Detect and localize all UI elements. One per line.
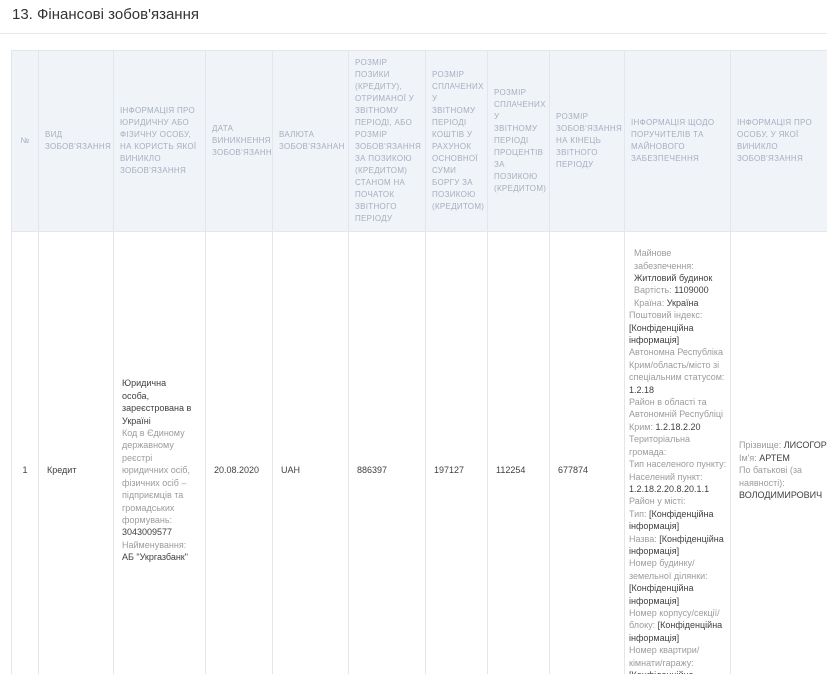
column-header-date: ДАТА ВИНИКНЕННЯ ЗОБОВ'ЯЗАННЯ	[205, 50, 273, 232]
field: Ім'я: АРТЕМ	[739, 452, 827, 464]
column-header-collateral: ІНФОРМАЦІЯ ЩОДО ПОРУЧИТЕЛІВ ТА МАЙНОВОГО…	[624, 50, 731, 232]
field: Населений пункт: 1.2.18.2.20.8.20.1.1	[629, 471, 727, 496]
cell-paid-interest: 112254	[487, 231, 550, 674]
field-label: Територіальна громада:	[629, 434, 690, 457]
field-value: [Конфіденційна інформація]	[629, 620, 723, 643]
field-value: ЛИСОГОР	[783, 440, 827, 451]
field-value: 1.2.18.2.20	[655, 421, 701, 432]
field: Прізвище: ЛИСОГОР	[739, 439, 827, 451]
cell-balance-end: 677874	[549, 231, 625, 674]
field-value: [Конфіденційна інформація]	[629, 533, 724, 556]
cell-creditor-info: Юридична особа, зареєстрована в Україні К…	[113, 231, 206, 674]
field: Юридична особа, зареєстрована в Україні	[122, 377, 195, 427]
field-value: 3043009577	[122, 527, 173, 538]
field-value: Україна	[666, 297, 699, 308]
cell-loan-initial: 886397	[348, 231, 426, 674]
column-header-num: №	[11, 50, 39, 232]
field-value: 1.2.18	[629, 384, 655, 395]
field-value: [Конфіденційна інформація]	[629, 508, 714, 532]
field-label: Прізвище:	[739, 440, 784, 451]
field: По батькові (за наявності): ВОЛОДИМИРОВИ…	[739, 464, 827, 501]
field-label: Район у місті:	[629, 496, 686, 507]
column-header-type: ВИД ЗОБОВ'ЯЗАННЯ	[38, 50, 114, 232]
page-title: 13. Фінансові зобов'язання	[12, 6, 199, 23]
field: Номер корпусу/секції/блоку: [Конфіденцій…	[629, 607, 727, 644]
field: Поштовий індекс: [Конфіденційна інформац…	[629, 309, 727, 346]
financial-obligations-table-wrap: № ВИД ЗОБОВ'ЯЗАННЯ ІНФОРМАЦІЯ ПРО ЮРИДИЧ…	[11, 50, 827, 674]
field-label: Населений пункт:	[629, 471, 703, 482]
field-value: АБ "Укргазбанк"	[122, 552, 188, 563]
field-label: Код в Єдиному державному реєстрі юридичн…	[122, 428, 190, 525]
field: Тип: [Конфіденційна інформація]	[629, 508, 727, 533]
cell-date: 20.08.2020	[205, 231, 273, 674]
field: Територіальна громада:	[629, 433, 727, 458]
cell-paid-principal: 197127	[425, 231, 488, 674]
field-value: АРТЕМ	[759, 452, 790, 463]
field: Номер будинку/земельної ділянки: [Конфід…	[629, 557, 727, 607]
cell-num: 1	[11, 231, 39, 674]
field-value: [Конфіденційна інформація]	[629, 322, 694, 346]
field-label: Поштовий індекс:	[629, 310, 703, 321]
field-label: Автономна Республіка Крим/область/місто …	[629, 347, 725, 383]
field-value: Юридична особа, зареєстрована в Україні	[122, 378, 192, 426]
column-header-paid-interest: РОЗМІР СПЛАЧЕНИХ У ЗВІТНОМУ ПЕРІОДІ ПРОЦ…	[487, 50, 550, 232]
field: Тип населеного пункту:	[629, 458, 727, 470]
table-row: 1 Кредит Юридична особа, зареєстрована в…	[11, 231, 827, 674]
cell-collateral-info: Майнове забезпечення: Житловий будинок Ва…	[624, 231, 731, 674]
field: Назва: [Конфіденційна інформація]	[629, 533, 727, 558]
field-value: ВОЛОДИМИРОВИЧ	[739, 490, 823, 501]
cell-currency: UAH	[272, 231, 349, 674]
cell-person-info: Прізвище: ЛИСОГОР Ім'я: АРТЕМ По батькові …	[730, 231, 827, 674]
field-label: Вартість:	[634, 285, 675, 296]
field: Код в Єдиному державному реєстрі юридичн…	[122, 427, 195, 539]
column-header-paid-principal: РОЗМІР СПЛАЧЕНИХ У ЗВІТНОМУ ПЕРІОДІ КОШТ…	[425, 50, 488, 232]
field-label: Назва:	[629, 533, 660, 544]
field: Район в області та Автономній Республіці…	[629, 396, 727, 433]
field: Район у місті:	[629, 495, 727, 507]
section-divider	[0, 33, 827, 34]
field-label: По батькові (за наявності):	[739, 465, 802, 488]
column-header-person: ІНФОРМАЦІЯ ПРО ОСОБУ, У ЯКОЇ ВИНИКЛО ЗОБ…	[730, 50, 827, 232]
column-header-creditor: ІНФОРМАЦІЯ ПРО ЮРИДИЧНУ АБО ФІЗИЧНУ ОСОБ…	[113, 50, 206, 232]
field-value: Житловий будинок	[634, 273, 713, 283]
field-label: Район в області та Автономній Республіці…	[629, 397, 724, 432]
field-value: [Конфіденційна інформація]	[629, 583, 694, 606]
field-label: Тип населеного пункту:	[629, 459, 727, 470]
cell-obligation-type: Кредит	[38, 231, 114, 674]
field-value: 1.2.18.2.20.8.20.1.1	[629, 483, 710, 494]
column-header-loan-initial: РОЗМІР ПОЗИКИ (КРЕДИТУ), ОТРИМАНОЇ У ЗВІ…	[348, 50, 426, 232]
field-label: Майнове забезпечення:	[634, 248, 694, 271]
field-label: Ім'я:	[739, 452, 760, 463]
field-label: Номер квартири/кімнати/гаражу:	[629, 645, 700, 668]
field-label: Країна:	[634, 297, 667, 308]
field: Номер квартири/кімнати/гаражу: [Конфіден…	[629, 644, 727, 674]
field: Автономна Республіка Крим/область/місто …	[629, 346, 727, 396]
declaration-section: 13. Фінансові зобов'язання № ВИД ЗОБОВ'Я…	[0, 5, 827, 674]
field-label: Тип:	[629, 508, 650, 519]
financial-obligations-table: № ВИД ЗОБОВ'ЯЗАННЯ ІНФОРМАЦІЯ ПРО ЮРИДИЧ…	[11, 50, 827, 674]
field-label: Найменування:	[122, 539, 187, 550]
field-label: Номер корпусу/секції/блоку:	[629, 607, 720, 631]
field: Майнове забезпечення: Житловий будинок	[629, 247, 727, 284]
field: Країна: Україна	[629, 297, 727, 309]
field-label: Номер будинку/земельної ділянки:	[629, 558, 708, 581]
field-value: [Конфіденційна інформація]	[629, 670, 694, 674]
column-header-currency: ВАЛЮТА ЗОБОВ'ЯЗАНАН	[272, 50, 349, 232]
field-value: 1109000	[674, 285, 709, 296]
field: Вартість: 1109000	[629, 284, 727, 296]
field: Найменування: АБ "Укргазбанк"	[122, 539, 195, 564]
column-header-balance-end: РОЗМІР ЗОБОВ'ЯЗАННЯ НА КІНЕЦЬ ЗВІТНОГО П…	[549, 50, 625, 232]
header-row: № ВИД ЗОБОВ'ЯЗАННЯ ІНФОРМАЦІЯ ПРО ЮРИДИЧ…	[11, 50, 827, 232]
